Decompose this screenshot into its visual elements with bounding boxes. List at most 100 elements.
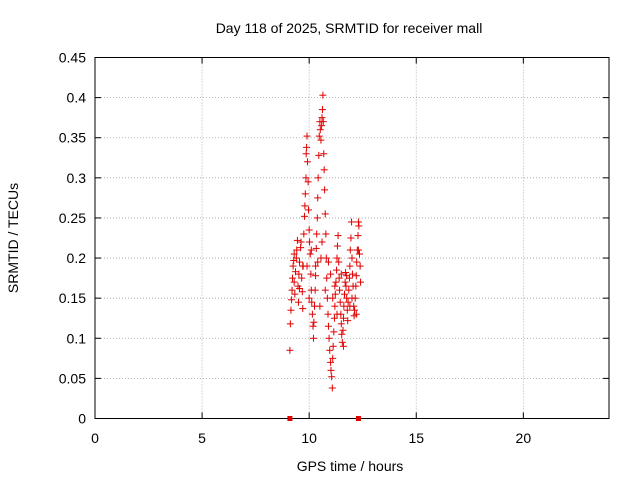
data-point	[319, 118, 327, 126]
data-point	[323, 274, 331, 282]
data-point	[341, 290, 349, 298]
y-tick-label: 0.45	[59, 50, 86, 66]
data-point	[346, 302, 354, 310]
data-point	[322, 230, 330, 238]
y-tick-label: 0.2	[67, 250, 87, 266]
data-point	[346, 262, 354, 270]
data-point	[314, 194, 322, 202]
data-point	[329, 354, 337, 362]
data-point	[328, 384, 336, 392]
data-point	[344, 317, 352, 325]
data-point	[305, 206, 313, 214]
data-point	[339, 326, 347, 334]
y-tick-label: 0.3	[67, 170, 87, 186]
data-point	[303, 158, 311, 166]
data-point	[302, 150, 310, 158]
data-point	[354, 232, 362, 240]
data-point	[352, 282, 360, 290]
data-point	[331, 282, 339, 290]
data-point	[286, 320, 294, 328]
data-point	[313, 214, 321, 222]
data-point	[340, 302, 348, 310]
data-point	[287, 306, 295, 314]
data-point	[346, 246, 354, 254]
data-point	[339, 342, 347, 350]
y-tick-label: 0.35	[59, 130, 86, 146]
data-point	[301, 202, 309, 210]
data-point	[316, 126, 324, 134]
data-point	[303, 143, 311, 151]
data-point	[288, 296, 296, 304]
data-point	[295, 270, 303, 278]
data-point	[298, 274, 306, 282]
data-point	[294, 298, 302, 306]
data-point	[337, 270, 345, 278]
data-point	[333, 266, 341, 274]
data-point	[307, 270, 315, 278]
data-point	[318, 106, 326, 114]
data-point	[333, 254, 341, 262]
data-point	[299, 305, 307, 313]
plot-frame	[94, 57, 610, 419]
data-point	[316, 302, 324, 310]
data-point	[345, 286, 353, 294]
data-point	[342, 282, 350, 290]
data-point	[353, 258, 361, 266]
data-point	[348, 254, 356, 262]
data-point	[299, 262, 307, 270]
x-tick-label: 0	[91, 430, 99, 446]
data-point	[314, 174, 322, 182]
data-point	[330, 314, 338, 322]
data-point	[348, 270, 356, 278]
x-tick-label: 20	[516, 430, 532, 446]
data-point	[336, 298, 344, 306]
data-point	[327, 358, 335, 366]
data-point	[336, 286, 344, 294]
data-point	[310, 318, 318, 326]
data-point	[309, 322, 317, 330]
data-point	[293, 236, 301, 244]
data-point	[313, 230, 321, 238]
data-point	[321, 286, 329, 294]
data-point	[300, 230, 308, 238]
data-point	[326, 346, 334, 354]
data-point	[315, 151, 323, 159]
data-point	[332, 278, 340, 286]
data-point	[347, 234, 355, 242]
data-point	[308, 310, 316, 318]
y-axis: 0 0.05 0.1 0.15 0.2 0.25 0.3 0.35 0.4 0.45	[59, 50, 609, 427]
data-point	[309, 334, 317, 342]
data-point	[318, 238, 326, 246]
grid	[95, 57, 609, 419]
data-point	[354, 246, 362, 254]
data-point	[327, 366, 335, 374]
data-point	[341, 278, 349, 286]
data-point	[335, 274, 343, 282]
data-point	[288, 274, 296, 282]
data-point	[342, 268, 350, 276]
x-tick-label: 15	[408, 430, 424, 446]
data-point	[317, 136, 325, 144]
data-points	[286, 91, 365, 421]
data-point	[321, 210, 329, 218]
data-point	[344, 298, 352, 306]
data-point	[306, 250, 314, 258]
data-point	[290, 250, 298, 258]
data-point	[348, 294, 356, 302]
data-point	[333, 242, 341, 250]
y-tick-label: 0.1	[67, 330, 87, 346]
data-point	[339, 314, 347, 322]
data-point	[327, 270, 335, 278]
data-point	[289, 262, 297, 270]
data-point	[311, 286, 319, 294]
data-point	[304, 178, 312, 186]
data-point	[305, 294, 313, 302]
data-point	[297, 238, 305, 246]
y-tick-label: 0.4	[67, 90, 87, 106]
data-point	[343, 272, 351, 280]
y-tick-label: 0.15	[59, 290, 86, 306]
data-point	[355, 416, 361, 421]
data-point	[317, 254, 325, 262]
data-point	[356, 262, 364, 270]
